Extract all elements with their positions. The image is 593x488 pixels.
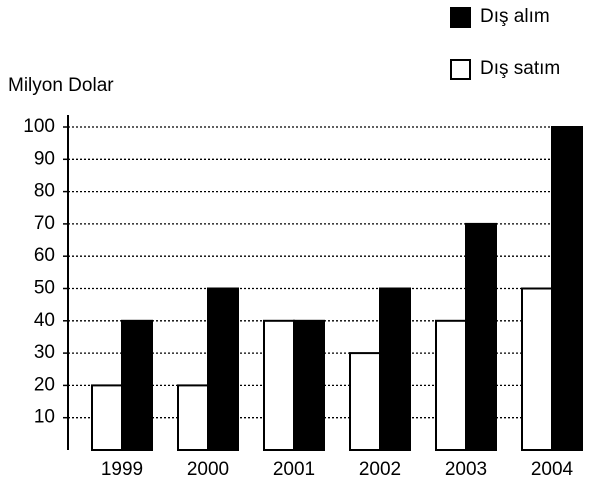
x-tick-label: 2001 xyxy=(273,459,315,480)
legend-swatch xyxy=(450,7,471,28)
bar xyxy=(465,222,497,451)
y-axis-label: Milyon Dolar xyxy=(8,75,114,96)
bar xyxy=(177,384,209,451)
x-tick-label: 2000 xyxy=(187,459,229,480)
y-tick-label: 30 xyxy=(34,342,55,363)
x-tick-label: 1999 xyxy=(101,459,143,480)
y-tick-label: 70 xyxy=(34,213,55,234)
x-tick-label: 2004 xyxy=(531,459,574,480)
legend-swatch xyxy=(450,59,471,80)
bar xyxy=(263,319,295,451)
bar xyxy=(121,319,153,451)
y-tick-label: 50 xyxy=(34,278,55,299)
y-tick-label: 20 xyxy=(34,374,55,395)
bar xyxy=(521,287,553,451)
bar xyxy=(293,319,325,451)
x-tick-label: 2002 xyxy=(359,459,401,480)
bar xyxy=(435,319,467,451)
bar xyxy=(349,352,381,452)
y-tick-label: 10 xyxy=(34,407,55,428)
y-tick-label: 40 xyxy=(34,310,55,331)
x-tick-label: 2003 xyxy=(445,459,487,480)
bar xyxy=(207,287,239,451)
y-tick-label: 60 xyxy=(34,245,55,266)
bar xyxy=(379,287,411,451)
legend-label: Dış satım xyxy=(480,58,560,79)
y-tick-label: 80 xyxy=(34,181,55,202)
y-tick-label: 90 xyxy=(34,148,55,169)
bar xyxy=(91,384,123,451)
y-tick-label: 100 xyxy=(23,116,55,137)
bar xyxy=(551,126,583,451)
legend-label: Dış alım xyxy=(480,6,550,27)
